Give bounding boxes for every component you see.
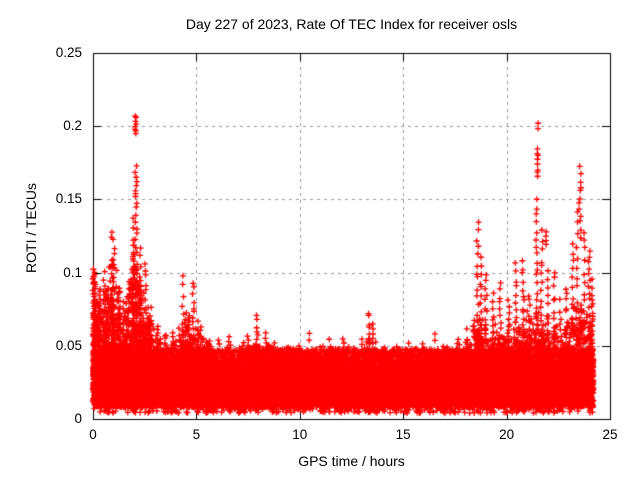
y-tick-label: 0.05 (55, 337, 82, 353)
y-tick-label: 0.25 (55, 45, 82, 60)
chart-title: Day 227 of 2023, Rate Of TEC Index for r… (185, 16, 518, 32)
x-tick-label: 15 (395, 427, 411, 442)
x-tick-label: 25 (602, 427, 618, 442)
y-tick-label: 0.1 (63, 264, 82, 280)
x-tick-label: 5 (192, 427, 201, 442)
y-tick-label: 0.15 (55, 191, 82, 207)
x-tick-label: 20 (499, 427, 515, 442)
x-tick-label: 0 (89, 427, 97, 442)
y-tick-label: 0.2 (63, 118, 82, 134)
x-axis-label: GPS time / hours (298, 453, 405, 469)
x-tick-label: 10 (292, 427, 308, 442)
y-tick-label: 0 (74, 411, 82, 426)
